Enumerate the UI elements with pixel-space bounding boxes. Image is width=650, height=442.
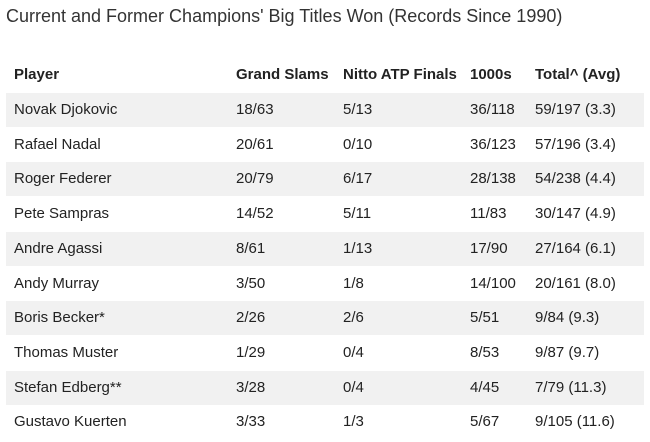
table-cell: Andy Murray	[14, 274, 100, 292]
table-cell: 14/100	[470, 274, 516, 292]
table-cell: Player	[14, 66, 60, 83]
table-cell: 5/51	[470, 309, 500, 327]
table-cell: 18/63	[236, 101, 274, 118]
table-cell: 17/90	[470, 239, 508, 257]
table-cell: 0/4	[343, 343, 364, 361]
table-cell: 0/4	[343, 378, 364, 396]
table-cell: 5/11	[343, 205, 372, 223]
table-cell: 20/61	[236, 135, 274, 153]
table-row: Novak Djokovic 18/63 5/13 36/118 59/197 (3.3…	[6, 93, 644, 127]
table-cell: Pete Sampras	[14, 205, 110, 223]
table-cell: 1/8	[343, 274, 364, 292]
table-cell: 1/13	[343, 239, 373, 257]
table-row: Rafael Nadal 20/61 0/10 36/123 57/196 (3.4)	[6, 128, 644, 162]
table-cell: 2/6	[343, 309, 364, 327]
table-cell: 1/29	[236, 343, 266, 361]
table-cell: 3/28	[236, 378, 266, 396]
table-cell: 9/87 (9.7)	[535, 343, 600, 361]
table-cell: 6/17	[343, 170, 373, 188]
table-cell: Roger Federer	[14, 170, 112, 188]
table-cell: Stefan Edberg**	[14, 378, 122, 396]
table-cell: 28/138	[470, 170, 516, 188]
table-cell: Total^ (Avg)	[535, 66, 621, 83]
table-row: Gustavo Kuerten 3/33 1/3 5/67 9/105 (11.6)	[6, 405, 644, 439]
table-cell: Novak Djokovic	[14, 101, 118, 118]
table-cell: 7/79 (11.3)	[535, 378, 607, 396]
table-cell: 1/3	[343, 413, 364, 431]
table-cell: 30/147 (4.9)	[535, 205, 616, 223]
table-cell: 5/67	[470, 413, 500, 431]
table-cell: 8/61	[236, 239, 266, 257]
table-cell: 3/50	[236, 274, 266, 292]
table-row: Thomas Muster 1/29 0/4 8/53 9/87 (9.7)	[6, 336, 644, 370]
table-cell: Andre Agassi	[14, 239, 103, 257]
table-cell: 36/118	[470, 101, 515, 118]
table-row: Pete Sampras 14/52 5/11 11/83 30/147 (4.9)	[6, 197, 644, 231]
table-cell: 9/105 (11.6)	[535, 413, 615, 431]
table-cell: 11/83	[470, 205, 507, 223]
table-cell: 1000s	[470, 66, 512, 83]
table-row: Boris Becker* 2/26 2/6 5/51 9/84 (9.3)	[6, 301, 644, 336]
table-row: Stefan Edberg** 3/28 0/4 4/45 7/79 (11.3)	[6, 370, 644, 405]
table-row: Roger Federer 20/79 6/17 28/138 54/238 (4.4)	[6, 162, 644, 197]
table-cell: 27/164 (6.1)	[535, 239, 616, 257]
table-cell: 8/53	[470, 343, 500, 361]
table-cell: 9/84 (9.3)	[535, 309, 600, 327]
table-cell: 2/26	[236, 309, 266, 327]
table-cell: 36/123	[470, 135, 516, 153]
table-row: Andy Murray 3/50 1/8 14/100 20/161 (8.0)	[6, 267, 644, 301]
table-cell: Nitto ATP Finals	[343, 66, 457, 83]
table-cell: 14/52	[236, 205, 274, 223]
table-cell: Thomas Muster	[14, 343, 119, 361]
table-cell: Grand Slams	[236, 66, 329, 83]
table-row: Andre Agassi 8/61 1/13 17/90 27/164 (6.1)	[6, 231, 644, 266]
table-cell: 57/196 (3.4)	[535, 135, 616, 153]
table-cell: 54/238 (4.4)	[535, 170, 616, 188]
table-cell: 4/45	[470, 378, 500, 396]
table-header: Player Grand Slams Nitto ATP Finals 1000s To…	[6, 58, 644, 92]
table-cell: 20/79	[236, 170, 274, 188]
table-cell: Boris Becker*	[14, 309, 105, 327]
table-cell: Rafael Nadal	[14, 135, 101, 153]
table-cell: Gustavo Kuerten	[14, 413, 127, 431]
page-title: Current and Former Champions' Big Titles…	[6, 6, 563, 26]
table-cell: 5/13	[343, 101, 373, 118]
table-cell: 59/197 (3.3)	[535, 101, 616, 118]
table-cell: 20/161 (8.0)	[535, 274, 616, 292]
table-cell: 3/33	[236, 413, 266, 431]
table-cell: 0/10	[343, 135, 373, 153]
